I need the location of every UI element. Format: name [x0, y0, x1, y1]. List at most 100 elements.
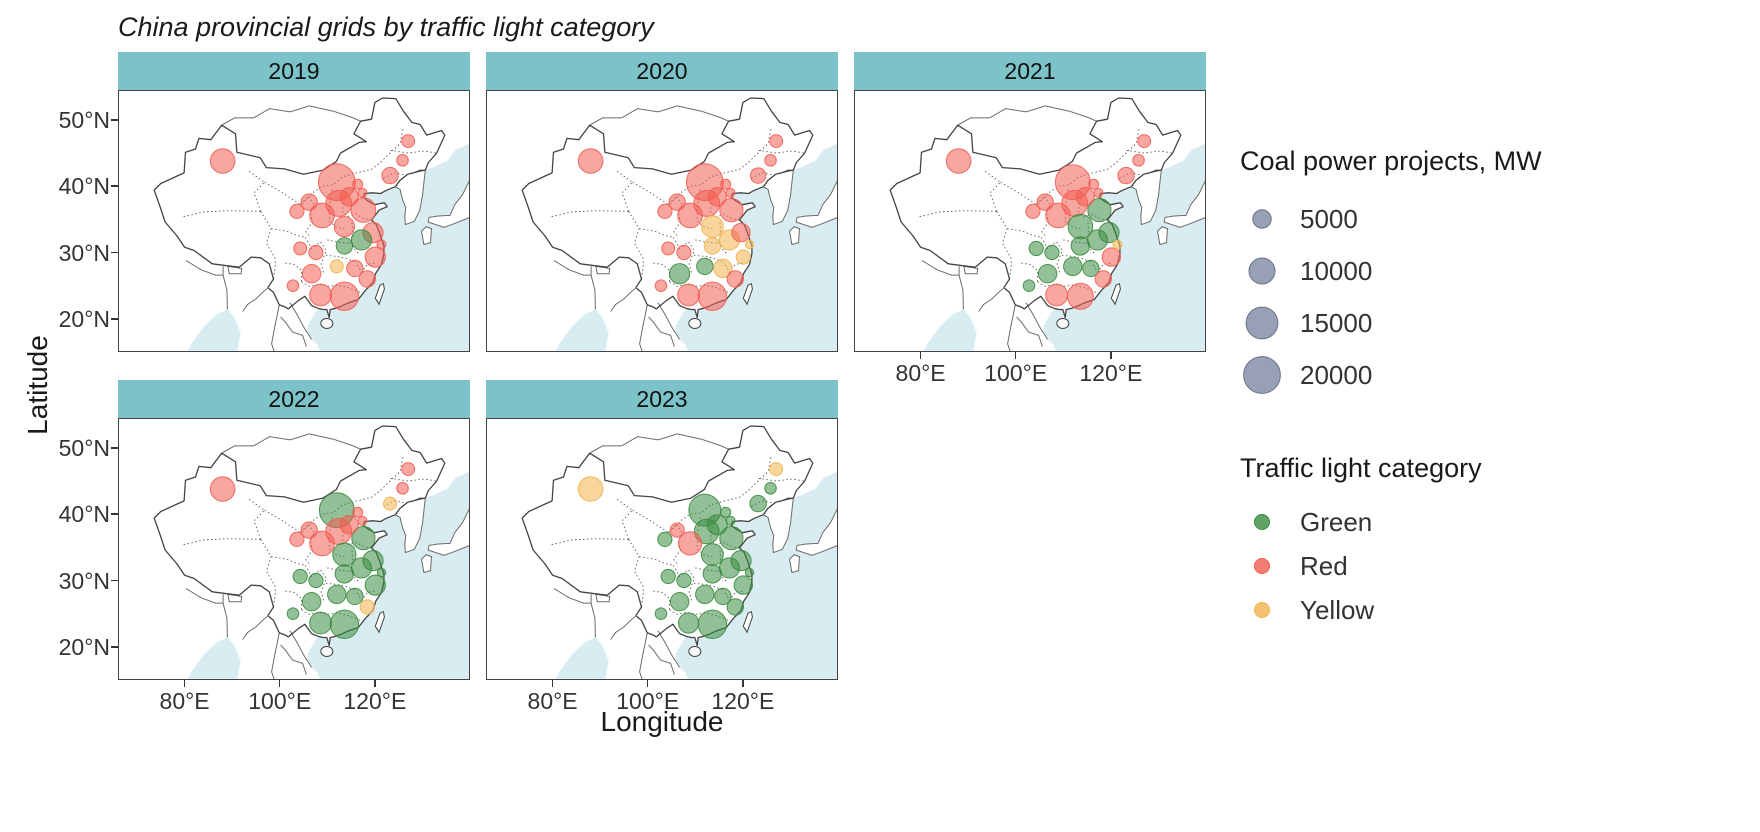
- bubble-henan: [701, 215, 724, 239]
- bubble-yunnan: [286, 279, 300, 292]
- bubble-liaoning: [383, 496, 398, 511]
- panel-border: [118, 418, 470, 680]
- taiwan-island: [742, 283, 753, 306]
- sea-fill: [555, 309, 609, 352]
- x-tick-label: 120°E: [343, 688, 407, 714]
- chart-title: China provincial grids by traffic light …: [118, 12, 654, 42]
- province-border: [1007, 228, 1042, 238]
- bubble-heilongjiang: [401, 462, 416, 477]
- neighbor-border: [185, 588, 224, 604]
- china-map-2021: [854, 90, 1206, 352]
- bubble-zhejiang: [735, 249, 751, 265]
- province-border: [183, 538, 261, 546]
- province-border: [668, 523, 684, 567]
- size-legend-circle: [1252, 209, 1272, 229]
- facet-panel-2021: 2021 80°E 100°E 120°E: [854, 52, 1206, 392]
- neighbor-border: [978, 287, 1004, 312]
- y-tick-mark: [111, 119, 118, 121]
- y-tick-label: 50°N: [58, 434, 110, 461]
- size-legend-entry: 5000: [1240, 193, 1740, 245]
- legend: Coal power projects, MW 5000 10000 15000 20…: [1240, 146, 1740, 632]
- neighbor-border: [242, 615, 268, 640]
- province-border: [693, 582, 725, 591]
- bubble-zhejiang: [364, 574, 386, 596]
- category-dot-glyph: [1254, 602, 1270, 618]
- province-border: [758, 149, 805, 154]
- bubble-tianjin: [357, 187, 368, 198]
- province-border: [653, 590, 671, 610]
- bubble-ningxia: [300, 193, 318, 211]
- x-tick-mark: [1014, 352, 1017, 359]
- x-tick-mark: [551, 680, 554, 687]
- x-tick-mark: [646, 680, 649, 687]
- province-border: [271, 556, 306, 566]
- size-legend-circle-glyph: [1245, 306, 1279, 340]
- bubble-liaoning: [749, 494, 767, 513]
- x-tick-label: 80°E: [895, 360, 946, 386]
- neighbor-border: [1025, 302, 1049, 340]
- sea-fill: [555, 637, 609, 680]
- bubble-zhejiang: [364, 246, 386, 268]
- neighbor-country: [788, 554, 801, 574]
- province-border: [1037, 281, 1064, 287]
- neighbor-border: [280, 644, 307, 675]
- neighbor-border: [271, 632, 280, 680]
- facet-panel-2023: 2023 80°E 100°E 120°E: [486, 380, 838, 720]
- bubble-chongqing: [676, 244, 692, 261]
- bubble-anhui: [1086, 229, 1109, 251]
- category-dot-icon: [1254, 602, 1270, 618]
- neighbor-border: [242, 287, 268, 312]
- bubble-xinjiang: [209, 476, 236, 502]
- neighbor-border: [1016, 316, 1043, 347]
- neighbor-country: [1163, 179, 1206, 228]
- bubble-shaanxi: [309, 530, 335, 557]
- neighbor-border: [963, 265, 979, 275]
- bubble-shandong: [719, 198, 744, 223]
- bubble-hebei: [339, 187, 359, 207]
- panel-border: [486, 90, 838, 352]
- bubble-tianjin: [725, 515, 736, 526]
- bubble-fujian: [359, 599, 375, 615]
- facet-panel-2022: 2022 50°N 40°N 30°N 20°N 80°E 100°E 120°E: [59, 380, 470, 720]
- bubble-yunnan: [654, 279, 668, 292]
- bubble-xinjiang: [945, 148, 972, 174]
- bubble-shaanxi: [1045, 202, 1071, 229]
- province-border: [1061, 254, 1093, 263]
- province-border: [632, 457, 772, 534]
- x-axis-title: Longitude: [600, 706, 724, 737]
- size-legend-label: 20000: [1300, 359, 1373, 390]
- province-border: [390, 477, 437, 482]
- bubble-guangdong: [329, 609, 360, 640]
- y-tick-label: 30°N: [58, 567, 110, 594]
- x-tick-mark: [742, 680, 744, 687]
- color-legend-entry-red: Red: [1240, 544, 1740, 588]
- category-dot-glyph: [1254, 558, 1270, 574]
- y-tick-label: 40°N: [58, 501, 110, 528]
- bubble-shaanxi: [309, 202, 335, 229]
- province-border: [390, 149, 437, 154]
- province-border: [758, 477, 805, 482]
- province-border: [669, 609, 696, 615]
- bubble-jiangxi: [713, 258, 733, 279]
- sea-fill: [307, 143, 470, 352]
- neighbor-border: [958, 274, 964, 310]
- bubble-ningxia: [668, 193, 686, 211]
- neighbor-border: [221, 433, 361, 454]
- bubble-shanghai: [744, 567, 755, 578]
- bubble-liaoning: [749, 167, 767, 184]
- bubble-shaanxi: [678, 531, 703, 556]
- bubble-yunnan: [654, 607, 668, 620]
- bubble-guangxi: [1045, 283, 1069, 307]
- y-tick-label: 50°N: [58, 106, 110, 133]
- panel-border: [118, 90, 470, 352]
- neighbor-border: [648, 316, 675, 347]
- bubble-zhejiang: [733, 575, 753, 595]
- bubble-shandong: [351, 526, 376, 551]
- bubble-guizhou: [301, 592, 322, 612]
- bubble-guizhou: [1037, 264, 1058, 284]
- province-border: [673, 237, 695, 273]
- province-border: [1021, 262, 1039, 282]
- bubble-gansu: [657, 531, 673, 548]
- neighbor-country: [427, 507, 470, 556]
- y-tick-mark: [111, 251, 118, 254]
